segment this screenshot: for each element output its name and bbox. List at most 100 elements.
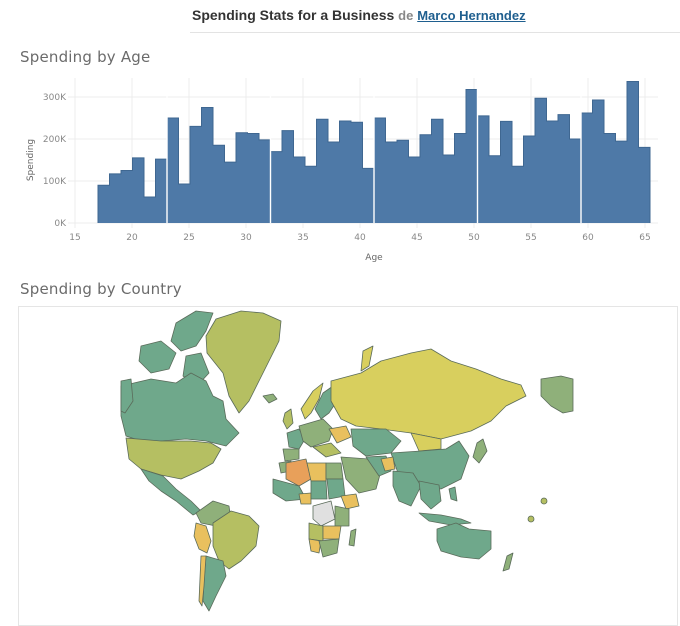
histogram-bar[interactable] xyxy=(305,166,317,223)
region-kazakhstan[interactable] xyxy=(350,428,402,457)
histogram-bar[interactable] xyxy=(339,120,352,223)
region-east-africa[interactable] xyxy=(334,505,350,527)
histogram-bar[interactable] xyxy=(374,118,386,223)
region-chile[interactable] xyxy=(198,555,207,607)
region-angola[interactable] xyxy=(308,522,324,542)
histogram-bar[interactable] xyxy=(328,141,340,223)
region-india[interactable] xyxy=(392,470,422,507)
histogram-bar[interactable] xyxy=(638,147,651,223)
region-france[interactable] xyxy=(286,428,306,450)
histogram-bar[interactable] xyxy=(236,132,248,223)
histogram-bar[interactable] xyxy=(397,140,409,223)
region-egypt[interactable] xyxy=(325,462,344,480)
region-novaya-zemlya[interactable] xyxy=(360,345,374,372)
histogram-bar[interactable] xyxy=(190,126,202,223)
region-central-europe[interactable] xyxy=(298,418,334,448)
region-united-states[interactable] xyxy=(125,437,222,480)
histogram-bar[interactable] xyxy=(604,133,616,223)
histogram-bar[interactable] xyxy=(477,115,490,223)
histogram-bar[interactable] xyxy=(132,157,145,223)
region-balkans[interactable] xyxy=(312,442,342,458)
region-alaska-west[interactable] xyxy=(120,378,134,414)
histogram-bar[interactable] xyxy=(489,155,501,223)
region-brazil[interactable] xyxy=(212,510,260,570)
histogram-bar[interactable] xyxy=(569,139,582,223)
region-philippines[interactable] xyxy=(448,486,458,502)
histogram-bar[interactable] xyxy=(466,89,478,223)
region-uk[interactable] xyxy=(282,408,294,430)
spending-by-age-chart[interactable]: 0K 100K 200K 300K 15 20 25 30 35 40 45 50 55 60 65 Sp… xyxy=(0,0,680,270)
histogram-bar[interactable] xyxy=(144,196,156,223)
histogram-bar[interactable] xyxy=(213,145,225,223)
region-argentina[interactable] xyxy=(202,555,227,612)
author-link[interactable]: Marco Hernandez xyxy=(417,8,526,23)
region-japan[interactable] xyxy=(472,438,488,464)
histogram-bar[interactable] xyxy=(155,159,168,223)
histogram-bar[interactable] xyxy=(201,107,214,224)
histogram-bar[interactable] xyxy=(362,168,375,223)
spending-by-country-map[interactable] xyxy=(18,306,678,626)
histogram-bar[interactable] xyxy=(500,121,513,223)
region-arctic-islands[interactable] xyxy=(170,310,214,352)
by-label: de xyxy=(398,8,414,23)
histogram-bar[interactable] xyxy=(535,98,547,223)
histogram-bar[interactable] xyxy=(443,154,455,223)
region-madagascar[interactable] xyxy=(348,528,357,547)
region-arctic-islands-2[interactable] xyxy=(138,340,177,374)
region-pacific-island-2[interactable] xyxy=(527,515,535,523)
histogram-bar[interactable] xyxy=(224,162,237,223)
histogram-bar[interactable] xyxy=(454,133,467,223)
region-greenland[interactable] xyxy=(205,310,282,414)
histogram-bar[interactable] xyxy=(178,183,191,223)
region-australia[interactable] xyxy=(436,522,492,560)
region-norway[interactable] xyxy=(300,382,324,420)
region-chad[interactable] xyxy=(310,480,328,500)
histogram-bar[interactable] xyxy=(581,112,593,223)
histogram-bar[interactable] xyxy=(558,114,570,223)
region-zambia[interactable] xyxy=(322,525,342,540)
y-axis-ticks: 0K 100K 200K 300K xyxy=(43,93,67,229)
region-south-africa[interactable] xyxy=(318,538,340,558)
histogram-bar[interactable] xyxy=(385,141,398,223)
histogram-bar[interactable] xyxy=(351,122,363,223)
chart-bars[interactable] xyxy=(97,80,651,224)
region-dr-congo[interactable] xyxy=(312,500,336,527)
region-west-africa[interactable] xyxy=(272,478,307,502)
histogram-bar[interactable] xyxy=(627,81,639,224)
region-alaska[interactable] xyxy=(540,375,574,414)
histogram-bar[interactable] xyxy=(167,118,179,223)
histogram-bar[interactable] xyxy=(615,141,628,223)
histogram-bar[interactable] xyxy=(523,136,536,223)
histogram-bar[interactable] xyxy=(270,151,283,223)
region-afghanistan[interactable] xyxy=(380,456,396,472)
histogram-bar[interactable] xyxy=(98,185,110,223)
region-new-zealand[interactable] xyxy=(502,552,514,572)
world-map[interactable] xyxy=(19,307,678,626)
histogram-bar[interactable] xyxy=(546,120,559,223)
histogram-bar[interactable] xyxy=(121,170,133,224)
histogram-bar[interactable] xyxy=(408,157,421,223)
histogram-bar[interactable] xyxy=(293,157,306,223)
region-ukraine[interactable] xyxy=(328,425,352,444)
region-spain[interactable] xyxy=(282,448,300,462)
histogram-bar[interactable] xyxy=(512,166,524,223)
region-namibia[interactable] xyxy=(308,538,322,554)
region-nigeria[interactable] xyxy=(298,492,312,505)
histogram-bar[interactable] xyxy=(431,119,444,223)
region-pacific-island-1[interactable] xyxy=(540,497,548,505)
region-indonesia[interactable] xyxy=(418,512,472,526)
histogram-bar[interactable] xyxy=(282,130,294,223)
region-russia[interactable] xyxy=(330,348,527,440)
histogram-bar[interactable] xyxy=(316,119,329,223)
histogram-bar[interactable] xyxy=(592,99,605,223)
region-peru[interactable] xyxy=(193,522,212,554)
histogram-bar[interactable] xyxy=(259,139,271,223)
histogram-bar[interactable] xyxy=(247,133,260,223)
histogram-bar[interactable] xyxy=(109,173,122,223)
region-southeast-asia[interactable] xyxy=(418,480,442,510)
region-ethiopia[interactable] xyxy=(340,493,360,510)
region-iceland[interactable] xyxy=(262,393,278,404)
region-algeria[interactable] xyxy=(285,458,312,487)
region-canada[interactable] xyxy=(120,372,240,447)
histogram-bar[interactable] xyxy=(420,134,432,223)
